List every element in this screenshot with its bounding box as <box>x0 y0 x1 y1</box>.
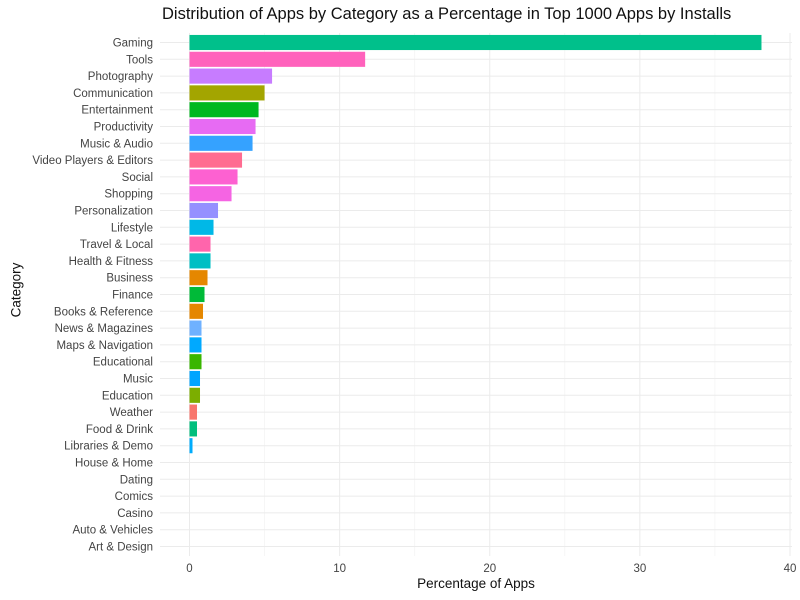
y-tick-label: Photography <box>88 71 153 83</box>
x-tick-label: 10 <box>333 563 346 575</box>
chart-title: Distribution of Apps by Category as a Pe… <box>162 5 732 23</box>
y-tick-label: House & Home <box>75 458 153 470</box>
y-tick-label: Weather <box>110 407 153 419</box>
y-tick-label: Health & Fitness <box>69 256 154 268</box>
x-tick-label: 20 <box>483 563 496 575</box>
x-tick-label: 30 <box>633 563 646 575</box>
bar <box>189 421 198 437</box>
x-axis-label: Percentage of Apps <box>417 576 535 591</box>
bar <box>189 102 259 118</box>
bar <box>189 186 232 202</box>
bar <box>189 404 198 420</box>
bar <box>189 320 202 336</box>
bar <box>189 337 202 353</box>
y-tick-label: Dating <box>120 474 153 486</box>
y-tick-label: Art & Design <box>88 542 153 554</box>
bar <box>189 118 256 135</box>
y-tick-label: Music & Audio <box>80 138 153 150</box>
bar <box>189 270 208 286</box>
x-tick-labels: 0 10 20 30 40 <box>186 563 796 575</box>
bar <box>189 219 214 235</box>
x-tick-label: 40 <box>784 563 797 575</box>
bar <box>189 51 366 67</box>
bar <box>189 253 211 269</box>
bar <box>189 68 273 84</box>
bar <box>189 303 204 319</box>
bar <box>189 236 211 252</box>
y-tick-label: Shopping <box>104 189 153 201</box>
y-tick-label: Tools <box>126 54 153 66</box>
bar <box>189 438 193 454</box>
bar <box>189 152 243 168</box>
y-tick-label: Libraries & Demo <box>64 441 153 453</box>
y-tick-label: Personalization <box>74 206 153 218</box>
y-tick-label: Music <box>123 374 153 386</box>
bar <box>189 370 201 387</box>
y-tick-label: Finance <box>112 290 153 302</box>
x-tick-label: 0 <box>186 563 192 575</box>
y-tick-label: Social <box>122 172 153 184</box>
y-tick-label: Educational <box>93 357 153 369</box>
bar <box>189 34 762 51</box>
y-tick-label: News & Magazines <box>55 323 154 335</box>
y-tick-label: Education <box>102 390 153 402</box>
y-tick-label: Maps & Navigation <box>56 340 153 352</box>
y-tick-label: Casino <box>117 508 153 520</box>
y-tick-label: Comics <box>115 491 154 503</box>
y-tick-label: Communication <box>73 88 153 100</box>
y-tick-label: Entertainment <box>81 105 153 117</box>
bar <box>189 286 205 303</box>
bar <box>189 85 265 101</box>
y-tick-label: Lifestyle <box>111 222 153 234</box>
bar <box>189 202 219 219</box>
y-tick-labels: Gaming Tools Photography Communication Enter… <box>32 38 153 554</box>
bar <box>189 354 202 370</box>
y-tick-label: Video Players & Editors <box>32 155 153 167</box>
y-tick-label: Productivity <box>94 122 154 134</box>
y-tick-label: Business <box>106 273 153 285</box>
bar <box>189 387 201 403</box>
y-tick-label: Travel & Local <box>80 239 153 251</box>
bars <box>189 34 762 454</box>
y-tick-label: Books & Reference <box>54 306 153 318</box>
bar <box>189 169 238 185</box>
y-tick-label: Gaming <box>113 38 153 50</box>
y-tick-label: Food & Drink <box>86 424 153 436</box>
y-tick-label: Auto & Vehicles <box>72 525 153 537</box>
bar <box>189 135 253 151</box>
